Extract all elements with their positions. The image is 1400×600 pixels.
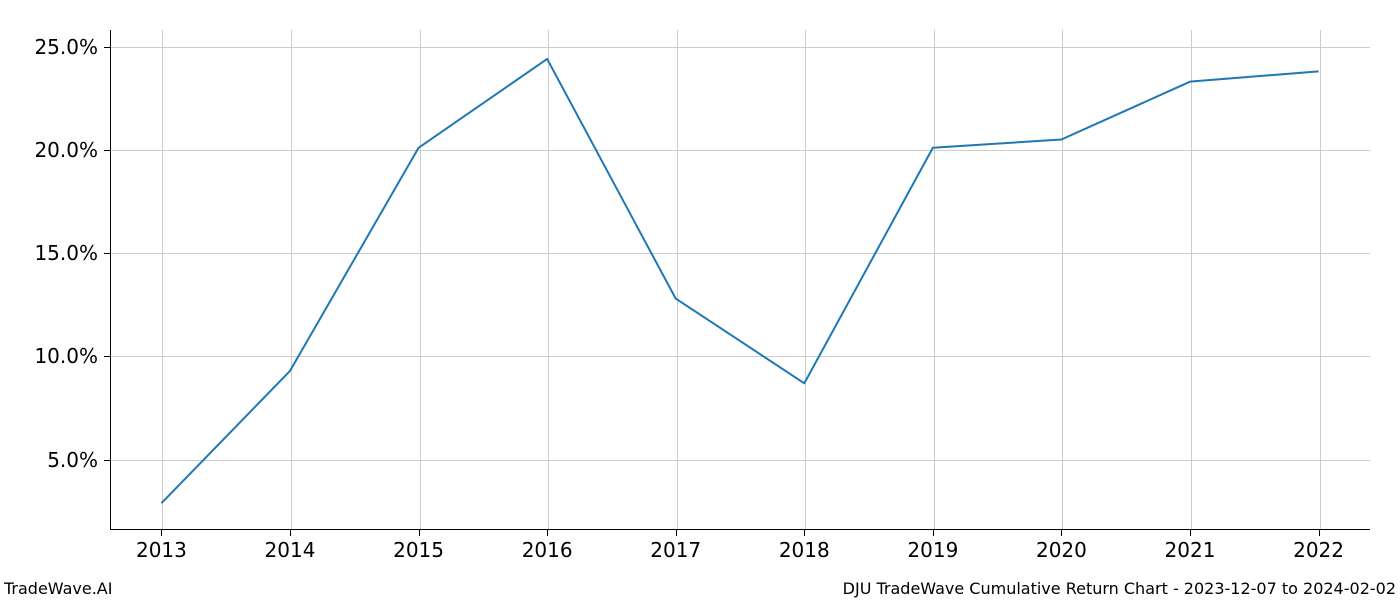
- x-tick: [804, 530, 805, 536]
- x-tick: [547, 530, 548, 536]
- x-tick: [1061, 530, 1062, 536]
- footer-right: DJU TradeWave Cumulative Return Chart - …: [843, 579, 1396, 598]
- x-tick: [419, 530, 420, 536]
- x-tick: [1190, 530, 1191, 536]
- data-series-line: [161, 59, 1318, 503]
- y-tick-label: 20.0%: [0, 138, 98, 162]
- x-tick-label: 2016: [522, 538, 573, 562]
- x-tick-label: 2017: [650, 538, 701, 562]
- footer-left: TradeWave.AI: [4, 579, 112, 598]
- y-tick: [104, 253, 110, 254]
- y-tick-label: 10.0%: [0, 344, 98, 368]
- x-tick-label: 2013: [136, 538, 187, 562]
- x-tick: [676, 530, 677, 536]
- x-tick-label: 2018: [779, 538, 830, 562]
- x-tick: [1319, 530, 1320, 536]
- x-tick: [161, 530, 162, 536]
- y-tick: [104, 47, 110, 48]
- x-tick: [290, 530, 291, 536]
- y-tick: [104, 150, 110, 151]
- y-tick-label: 5.0%: [0, 448, 98, 472]
- x-tick-label: 2015: [393, 538, 444, 562]
- x-tick-label: 2014: [265, 538, 316, 562]
- y-tick-label: 15.0%: [0, 241, 98, 265]
- x-tick-label: 2022: [1293, 538, 1344, 562]
- x-tick: [933, 530, 934, 536]
- y-tick: [104, 356, 110, 357]
- data-line-svg: [0, 0, 1400, 600]
- y-tick-label: 25.0%: [0, 35, 98, 59]
- x-tick-label: 2021: [1165, 538, 1216, 562]
- x-tick-label: 2019: [907, 538, 958, 562]
- y-tick: [104, 460, 110, 461]
- chart-container: TradeWave.AI DJU TradeWave Cumulative Re…: [0, 0, 1400, 600]
- x-tick-label: 2020: [1036, 538, 1087, 562]
